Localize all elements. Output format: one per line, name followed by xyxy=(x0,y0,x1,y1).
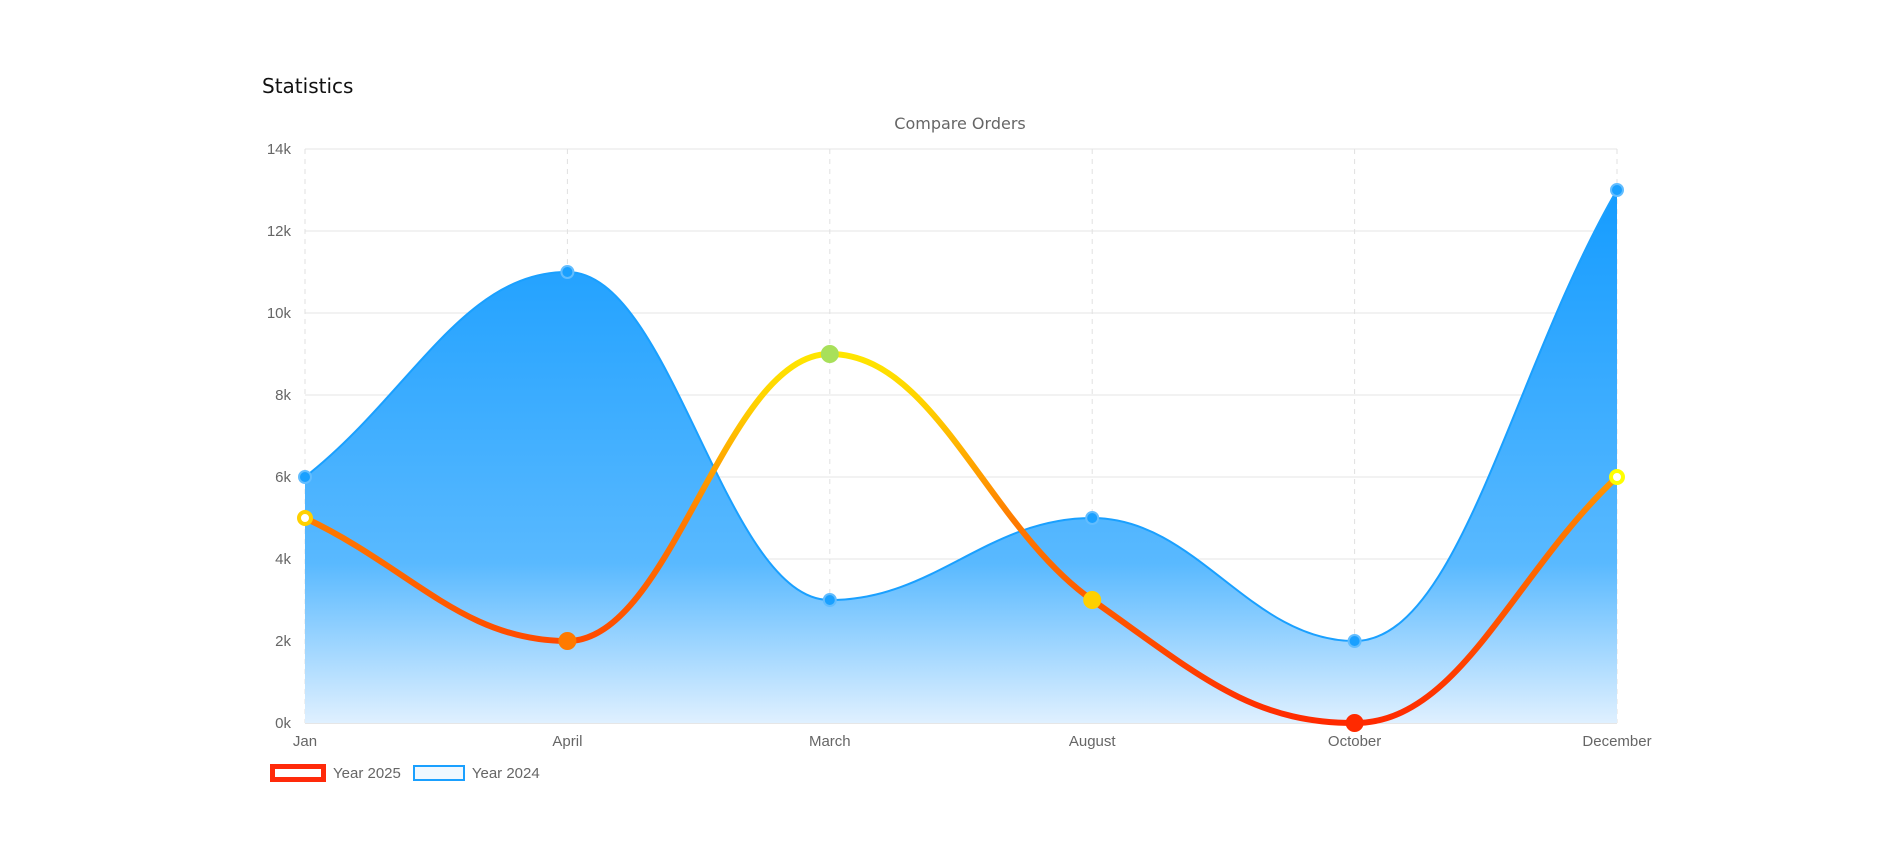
data-point-year-2024[interactable] xyxy=(1347,634,1362,648)
y-tick-label: 14k xyxy=(267,141,292,158)
series-year-2024-layer xyxy=(298,183,1624,723)
legend-item-year-2024[interactable]: Year 2024 xyxy=(412,764,540,782)
x-tick-label: March xyxy=(809,733,851,750)
y-tick-label: 12k xyxy=(267,223,292,240)
data-point-year-2024[interactable] xyxy=(560,265,575,279)
data-point-year-2024[interactable] xyxy=(1610,183,1624,197)
y-tick-label: 4k xyxy=(275,551,291,568)
series-year-2025-layer xyxy=(297,345,1625,732)
data-point-year-2025[interactable] xyxy=(820,345,839,363)
data-point-year-2025[interactable] xyxy=(1083,591,1102,609)
chart-title: Compare Orders xyxy=(894,114,1025,133)
data-point-year-2024[interactable] xyxy=(822,593,837,607)
x-tick-label: Jan xyxy=(293,733,317,750)
y-tick-label: 8k xyxy=(275,387,291,404)
data-point-year-2024[interactable] xyxy=(1085,511,1100,525)
y-tick-label: 6k xyxy=(275,469,291,486)
y-tick-label: 10k xyxy=(267,305,292,322)
data-point-year-2025[interactable] xyxy=(1609,469,1625,485)
legend-swatch-year-2025 xyxy=(270,764,326,782)
card-title: Statistics xyxy=(262,74,354,98)
data-point-year-2025[interactable] xyxy=(297,510,313,526)
series-year-2024-line xyxy=(304,189,1618,643)
x-tick-label: December xyxy=(1582,733,1651,750)
legend-label-year-2024: Year 2024 xyxy=(471,764,540,782)
x-tick-label: October xyxy=(1328,733,1381,750)
series-year-2024-area xyxy=(305,190,1617,723)
chart-axes: 0k 2k 4k 6k 8k 10k 12k 14k Jan April March August Oc… xyxy=(267,141,1652,750)
y-tick-label: 0k xyxy=(275,715,291,732)
data-point-year-2025[interactable] xyxy=(1345,714,1364,732)
x-tick-label: April xyxy=(552,733,582,750)
legend-swatch-year-2024 xyxy=(412,765,465,781)
chart-legend: Year 2025 Year 2024 xyxy=(270,764,552,782)
x-tick-label: August xyxy=(1069,733,1117,750)
data-point-year-2024[interactable] xyxy=(298,470,312,484)
legend-label-year-2025: Year 2025 xyxy=(333,764,401,782)
legend-item-year-2025[interactable]: Year 2025 xyxy=(270,764,401,782)
data-point-year-2025[interactable] xyxy=(558,632,577,650)
y-tick-label: 2k xyxy=(275,633,291,650)
